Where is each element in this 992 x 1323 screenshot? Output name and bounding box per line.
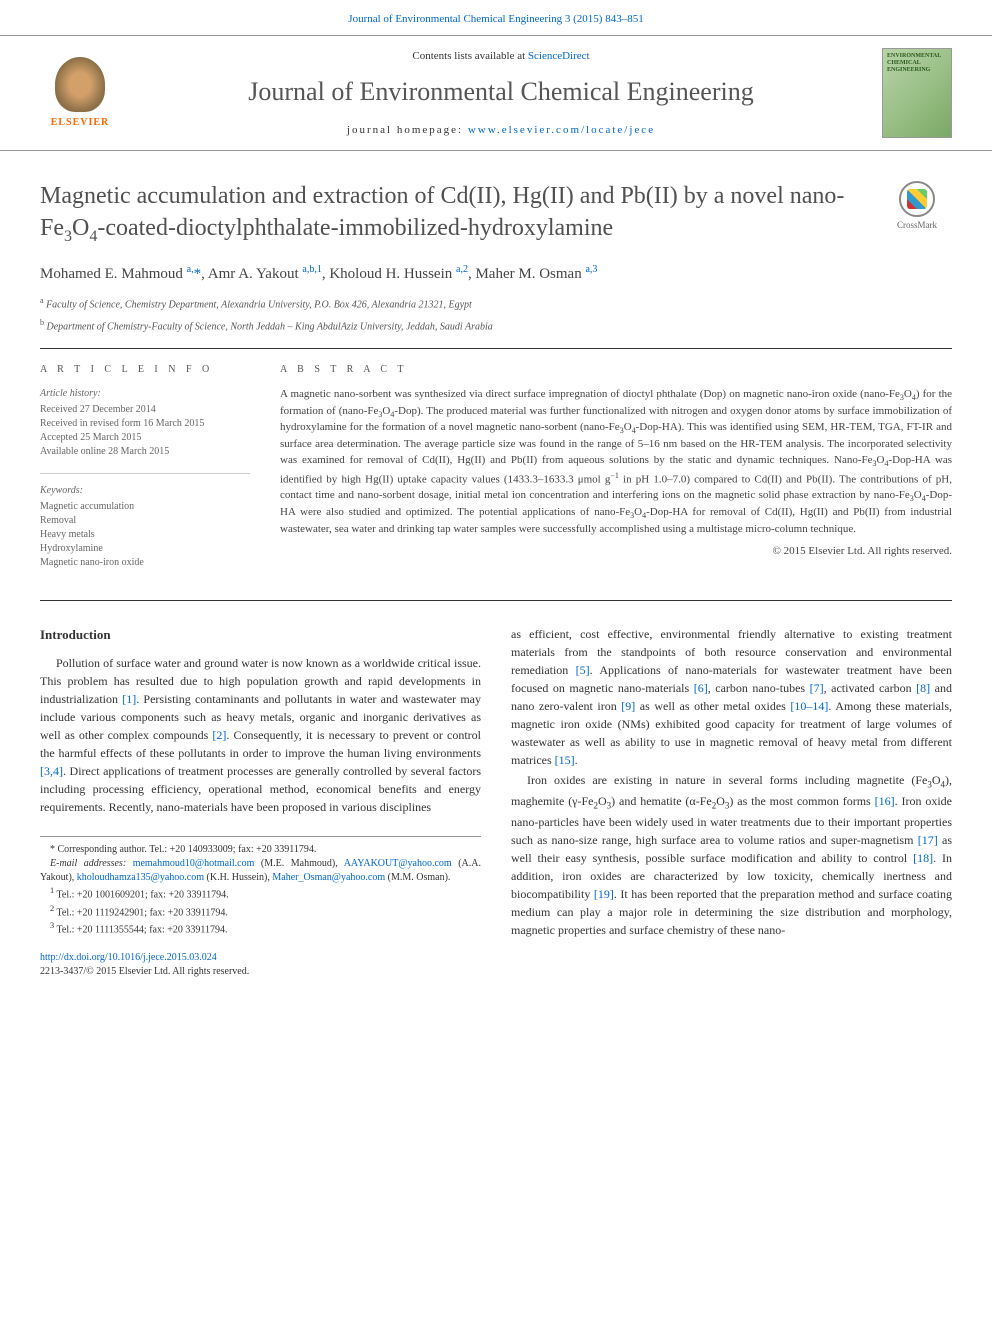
body-columns: Introduction Pollution of surface water …: [0, 615, 992, 979]
keyword: Hydroxylamine: [40, 542, 250, 556]
body-paragraph: Pollution of surface water and ground wa…: [40, 654, 481, 816]
journal-cover-text: ENVIRONMENTAL CHEMICAL ENGINEERING: [887, 53, 947, 73]
abstract-text: A magnetic nano-sorbent was synthesized …: [280, 387, 952, 538]
corresponding-author: * Corresponding author. Tel.: +20 140933…: [40, 843, 481, 857]
doi-link[interactable]: http://dx.doi.org/10.1016/j.jece.2015.03…: [40, 952, 217, 963]
sciencedirect-link[interactable]: ScienceDirect: [528, 50, 590, 62]
elsevier-tree-icon: [55, 57, 105, 112]
divider: [40, 348, 952, 349]
journal-name: Journal of Environmental Chemical Engine…: [140, 74, 862, 110]
history-line: Received in revised form 16 March 2015: [40, 417, 250, 431]
contents-prefix: Contents lists available at: [412, 50, 527, 62]
homepage-link[interactable]: www.elsevier.com/locate/jece: [468, 124, 655, 136]
article-history-block: Article history: Received 27 December 20…: [40, 387, 250, 459]
email-addresses: E-mail addresses: memahmoud10@hotmail.co…: [40, 857, 481, 885]
journal-homepage: journal homepage: www.elsevier.com/locat…: [140, 123, 862, 138]
section-heading-introduction: Introduction: [40, 625, 481, 645]
elsevier-text: ELSEVIER: [51, 116, 110, 130]
article-title: Magnetic accumulation and extraction of …: [40, 181, 862, 247]
contents-line: Contents lists available at ScienceDirec…: [140, 49, 862, 64]
crossmark-label: CrossMark: [897, 219, 937, 232]
journal-bar: ELSEVIER Contents lists available at Sci…: [0, 35, 992, 151]
history-line: Available online 28 March 2015: [40, 445, 250, 459]
keyword: Magnetic nano-iron oxide: [40, 556, 250, 570]
keyword: Heavy metals: [40, 528, 250, 542]
elsevier-logo: ELSEVIER: [40, 48, 120, 138]
history-line: Received 27 December 2014: [40, 403, 250, 417]
history-label: Article history:: [40, 387, 250, 401]
keywords-block: Keywords: Magnetic accumulation Removal …: [40, 484, 250, 570]
affiliation-a: a Faculty of Science, Chemistry Departme…: [40, 295, 952, 312]
info-abstract-row: A R T I C L E I N F O Article history: R…: [40, 363, 952, 584]
keyword: Removal: [40, 514, 250, 528]
keywords-label: Keywords:: [40, 484, 250, 498]
footnote-1: 1 Tel.: +20 1001609201; fax: +20 3391179…: [40, 885, 481, 902]
homepage-prefix: journal homepage:: [347, 124, 468, 136]
journal-center: Contents lists available at ScienceDirec…: [140, 49, 862, 138]
header-citation: Journal of Environmental Chemical Engine…: [0, 0, 992, 35]
article-info: A R T I C L E I N F O Article history: R…: [40, 363, 250, 584]
crossmark-icon: [899, 181, 935, 217]
crossmark-badge[interactable]: CrossMark: [882, 181, 952, 232]
abstract-copyright: © 2015 Elsevier Ltd. All rights reserved…: [280, 544, 952, 559]
abstract-heading: A B S T R A C T: [280, 363, 952, 377]
history-line: Accepted 25 March 2015: [40, 431, 250, 445]
footnotes: * Corresponding author. Tel.: +20 140933…: [40, 836, 481, 979]
affiliation-b: b Department of Chemistry-Faculty of Sci…: [40, 317, 952, 334]
issn-copyright: 2213-3437/© 2015 Elsevier Ltd. All right…: [40, 966, 249, 977]
footnote-2: 2 Tel.: +20 1119242901; fax: +20 3391179…: [40, 903, 481, 920]
info-divider: [40, 473, 250, 474]
journal-cover-thumbnail: ENVIRONMENTAL CHEMICAL ENGINEERING: [882, 48, 952, 138]
authors: Mohamed E. Mahmoud a,*, Amr A. Yakout a,…: [40, 263, 952, 285]
affiliations: a Faculty of Science, Chemistry Departme…: [40, 295, 952, 334]
article-header: Magnetic accumulation and extraction of …: [0, 151, 992, 600]
footnote-3: 3 Tel.: +20 1111355544; fax: +20 3391179…: [40, 920, 481, 937]
body-paragraph: Iron oxides are existing in nature in se…: [511, 771, 952, 939]
doi-block: http://dx.doi.org/10.1016/j.jece.2015.03…: [40, 951, 481, 979]
email-label: E-mail addresses:: [50, 858, 133, 869]
body-paragraph: as efficient, cost effective, environmen…: [511, 625, 952, 769]
abstract: A B S T R A C T A magnetic nano-sorbent …: [280, 363, 952, 584]
article-info-heading: A R T I C L E I N F O: [40, 363, 250, 377]
divider: [40, 600, 952, 601]
keyword: Magnetic accumulation: [40, 500, 250, 514]
